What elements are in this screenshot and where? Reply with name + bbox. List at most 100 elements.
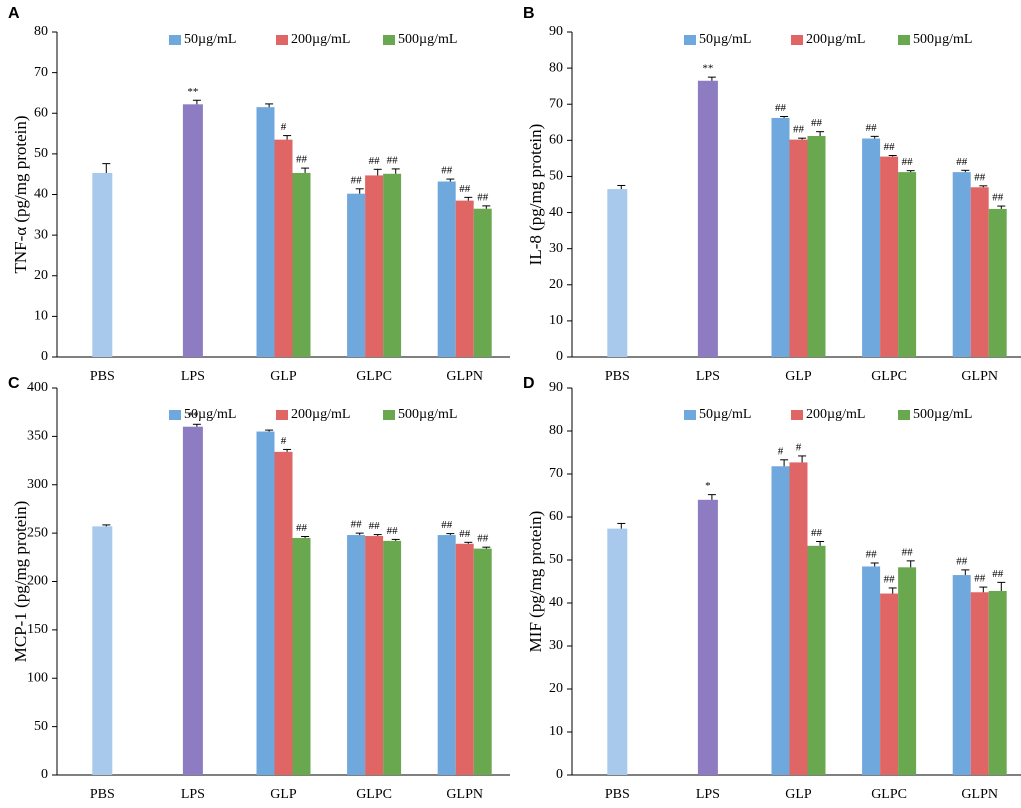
bar <box>365 175 384 357</box>
x-tick-label: PBS <box>90 787 115 802</box>
significance-label: ## <box>775 102 787 114</box>
significance-label: ## <box>477 533 489 545</box>
bar <box>789 139 808 357</box>
significance-label: ## <box>902 546 914 558</box>
bar <box>383 540 402 775</box>
bar <box>274 451 293 775</box>
y-tick-label: 0 <box>41 349 48 364</box>
bar <box>880 593 899 775</box>
significance-label: # <box>281 121 287 133</box>
significance-label: ## <box>902 156 914 168</box>
panel-label: D <box>523 375 535 392</box>
legend-swatch <box>898 410 910 420</box>
significance-label: ## <box>956 555 968 567</box>
significance-label: ## <box>459 183 471 195</box>
significance-label: ## <box>459 528 471 540</box>
y-tick-label: 80 <box>549 423 563 438</box>
bar <box>365 536 384 775</box>
bar <box>455 543 474 775</box>
bar <box>807 136 826 357</box>
y-tick-label: 0 <box>556 767 563 782</box>
bar <box>347 535 366 775</box>
legend-label: 50µg/mL <box>699 407 751 422</box>
y-tick-label: 20 <box>34 268 48 283</box>
y-tick-label: 50 <box>549 169 563 184</box>
significance-label: * <box>705 480 711 492</box>
bar <box>473 208 492 357</box>
bar <box>473 548 492 775</box>
legend-label: 500µg/mL <box>913 32 972 47</box>
legend-label: 50µg/mL <box>699 32 751 47</box>
y-tick-label: 10 <box>34 309 48 324</box>
bar <box>292 172 311 357</box>
y-tick-label: 80 <box>549 60 563 75</box>
bar <box>347 193 366 357</box>
bar <box>697 80 718 357</box>
bar <box>92 526 113 775</box>
bar <box>952 172 971 357</box>
legend-swatch <box>898 35 910 45</box>
significance-label: ## <box>441 519 453 531</box>
legend-swatch <box>383 410 395 420</box>
significance-label: ## <box>884 573 896 585</box>
x-tick-label: GLP <box>785 369 812 384</box>
significance-label: ## <box>296 522 308 534</box>
x-tick-label: GLP <box>785 787 812 802</box>
significance-label: ## <box>811 117 823 129</box>
legend-label: 200µg/mL <box>806 407 865 422</box>
legend-swatch <box>276 35 288 45</box>
panel-label: C <box>8 375 20 392</box>
bar <box>455 200 474 357</box>
bar <box>383 173 402 357</box>
significance-label: # <box>778 445 784 457</box>
legend-label: 200µg/mL <box>291 407 350 422</box>
x-tick-label: GLPN <box>961 369 998 384</box>
x-tick-label: GLPC <box>356 787 392 802</box>
x-tick-label: GLPN <box>446 369 483 384</box>
bar <box>437 181 456 357</box>
x-tick-label: LPS <box>181 369 205 384</box>
y-tick-label: 90 <box>549 380 563 395</box>
y-axis-label: MIF (pg/mg protein) <box>526 511 545 653</box>
legend-label: 500µg/mL <box>913 407 972 422</box>
legend-label: 200µg/mL <box>806 32 865 47</box>
significance-label: ## <box>477 191 489 203</box>
significance-label: ## <box>866 122 878 134</box>
y-tick-label: 30 <box>549 638 563 653</box>
bar <box>898 567 917 775</box>
y-tick-label: 30 <box>549 241 563 256</box>
bar <box>771 466 790 775</box>
legend-swatch <box>169 410 181 420</box>
x-tick-label: GLPC <box>871 369 907 384</box>
significance-label: ## <box>811 527 823 539</box>
x-tick-label: GLP <box>270 787 297 802</box>
legend-swatch <box>684 35 696 45</box>
legend-label: 50µg/mL <box>184 407 236 422</box>
legend-swatch <box>276 410 288 420</box>
significance-label: ** <box>702 63 713 75</box>
y-tick-label: 0 <box>556 349 563 364</box>
y-tick-label: 100 <box>27 670 48 685</box>
bar <box>607 528 628 775</box>
x-tick-label: GLPN <box>961 787 998 802</box>
bar <box>697 499 718 775</box>
significance-label: ** <box>187 86 198 98</box>
y-tick-label: 0 <box>41 767 48 782</box>
significance-label: ## <box>441 165 453 177</box>
y-tick-label: 80 <box>34 24 48 39</box>
y-tick-label: 50 <box>34 719 48 734</box>
legend-label: 200µg/mL <box>291 32 350 47</box>
x-tick-label: GLPN <box>446 787 483 802</box>
significance-label: ** <box>187 410 198 422</box>
y-axis-label: TNF-α (pg/mg protein) <box>11 115 30 273</box>
bar <box>988 208 1007 357</box>
legend-label: 500µg/mL <box>398 407 457 422</box>
y-axis-label: MCP-1 (pg/mg protein) <box>11 501 30 663</box>
bar <box>970 592 989 775</box>
y-tick-label: 20 <box>549 277 563 292</box>
y-tick-label: 70 <box>34 65 48 80</box>
bar <box>789 462 808 775</box>
significance-label: ## <box>956 156 968 168</box>
y-tick-label: 60 <box>549 509 563 524</box>
